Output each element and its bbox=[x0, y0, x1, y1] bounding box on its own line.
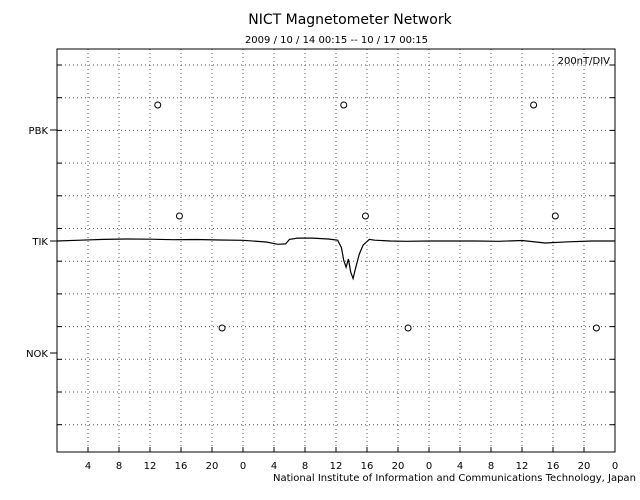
x-tick-label: 12 bbox=[516, 461, 529, 472]
x-tick-label: 0 bbox=[612, 461, 618, 472]
chart-subtitle: 2009 / 10 / 14 00:15 -- 10 / 17 00:15 bbox=[244, 35, 429, 46]
x-tick-label: 12 bbox=[330, 461, 343, 472]
series-line-tik bbox=[56, 237, 615, 281]
station-label-pbk: PBK bbox=[29, 126, 49, 137]
chart-title: NICT Magnetometer Network bbox=[248, 12, 452, 28]
scale-label: 200nT/DIV bbox=[558, 56, 611, 67]
x-tick-label: 0 bbox=[426, 461, 432, 472]
x-tick-label: 16 bbox=[175, 461, 188, 472]
midnight-marker bbox=[592, 324, 600, 332]
x-tick-label: 16 bbox=[361, 461, 374, 472]
x-tick-label: 16 bbox=[547, 461, 560, 472]
x-axis: 4 8 12 16 20 0 4 8 12 16 20 0 4 8 12 16 20 0 bbox=[85, 447, 618, 472]
midnight-noon-markers bbox=[154, 101, 600, 332]
noon-marker bbox=[404, 324, 412, 332]
x-tick-label: 8 bbox=[116, 461, 122, 472]
station-label-nok: NOK bbox=[26, 349, 48, 360]
noon-marker bbox=[340, 101, 348, 109]
x-tick-label: 20 bbox=[392, 461, 405, 472]
y-ticks bbox=[57, 64, 615, 426]
midnight-marker bbox=[551, 212, 559, 220]
x-tick-label: 20 bbox=[578, 461, 591, 472]
x-tick-label: 4 bbox=[457, 461, 463, 472]
series-group bbox=[56, 237, 615, 281]
x-tick-label: 12 bbox=[144, 461, 157, 472]
x-tick-label: 4 bbox=[85, 461, 91, 472]
midnight-marker bbox=[530, 101, 538, 109]
midnight-marker bbox=[218, 324, 226, 332]
midnight-marker bbox=[154, 101, 162, 109]
x-tick-label: 8 bbox=[488, 461, 494, 472]
x-tick-label: 0 bbox=[240, 461, 246, 472]
grid bbox=[57, 49, 615, 452]
x-tick-label: 8 bbox=[302, 461, 308, 472]
x-tick-label: 4 bbox=[271, 461, 277, 472]
midnight-marker bbox=[175, 212, 183, 220]
noon-marker bbox=[361, 212, 369, 220]
station-labels: PBK TIK NOK bbox=[26, 126, 57, 360]
credit-text: National Institute of Information and Co… bbox=[273, 473, 636, 484]
station-label-tik: TIK bbox=[31, 237, 48, 248]
x-tick-label: 20 bbox=[206, 461, 219, 472]
